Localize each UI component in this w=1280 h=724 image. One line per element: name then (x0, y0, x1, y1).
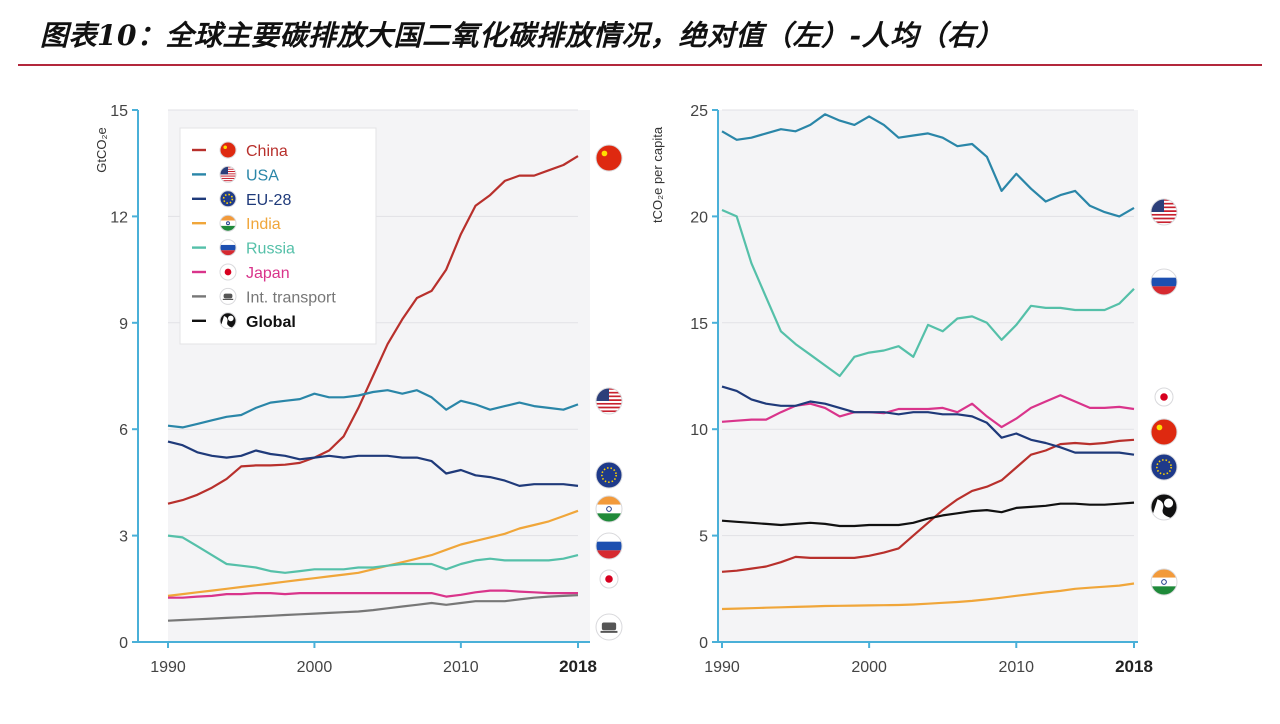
header: 图表10：全球主要碳排放大国二氧化碳排放情况，绝对值（左）-人均（右） (0, 0, 1280, 68)
y-tick-label: 10 (690, 422, 708, 439)
legend-label: USA (246, 167, 279, 184)
flag-china-icon (219, 141, 237, 159)
legend-label: Japan (246, 265, 290, 282)
flag-japan-icon (1154, 387, 1174, 407)
y-tick-label: 0 (119, 635, 128, 652)
legend-label: China (246, 143, 288, 160)
legend-item-eu-28: EU-28 (192, 190, 291, 209)
y-tick-label: 20 (690, 209, 708, 226)
y-tick-label: 15 (110, 103, 128, 120)
flag-india-icon (1150, 568, 1178, 596)
legend-label: Global (246, 314, 296, 331)
right-y-axis-label: tCO₂e per capita (650, 126, 665, 223)
y-tick-label: 15 (690, 316, 708, 333)
x-tick-label: 2010 (443, 659, 479, 676)
legend-item-global: Global (192, 312, 296, 331)
left-y-tick-labels: 0 3 6 9 12 15 (110, 103, 138, 652)
series-line-india (167, 509, 579, 597)
series-line-russia (721, 208, 1135, 378)
y-tick-label: 12 (110, 209, 128, 226)
flag-japan-icon (599, 569, 619, 589)
series-line-japan (721, 394, 1135, 429)
legend-box (179, 127, 377, 345)
left-x-tick-labels: 1990 2000 2010 2018 (150, 642, 597, 676)
left-series-lines (167, 155, 579, 622)
left-y-axis-label: GtCO₂e (94, 127, 109, 173)
y-tick-label: 3 (119, 529, 128, 546)
flag-eu-28-icon (219, 190, 237, 208)
x-tick-label: 2000 (297, 659, 333, 676)
series-line-china (721, 438, 1135, 573)
series-line-eu-28 (167, 440, 579, 487)
series-line-usa (721, 113, 1135, 218)
series-line-global (721, 501, 1135, 528)
flag-usa-icon (1150, 198, 1178, 226)
y-tick-label: 9 (119, 316, 128, 333)
series-line-int-transport (167, 594, 579, 622)
y-tick-label: 25 (690, 103, 708, 120)
x-tick-label: 1990 (150, 659, 186, 676)
x-tick-label: 2018 (1115, 657, 1153, 676)
flag-china-icon (1150, 418, 1178, 446)
series-line-eu-28 (721, 385, 1135, 456)
x-tick-label: 1990 (704, 659, 740, 676)
series-line-china (167, 155, 579, 505)
legend-label: India (246, 216, 281, 233)
header-divider (18, 64, 1262, 66)
flag-usa-icon (595, 387, 623, 415)
flag-eu-28-icon (1150, 453, 1178, 481)
flag-india-icon (595, 495, 623, 523)
y-tick-label: 0 (699, 635, 708, 652)
right-x-tick-labels: 1990 2000 2010 2018 (704, 642, 1153, 676)
flag-int-transport-icon (219, 287, 237, 305)
legend-label: Russia (246, 241, 295, 258)
flag-eu-28-icon (595, 461, 623, 489)
legend-item-int-transport: Int. transport (192, 287, 336, 306)
flag-int-transport-icon (595, 613, 623, 641)
flag-china-icon (595, 144, 623, 172)
flag-russia-icon (595, 532, 623, 560)
series-line-japan (168, 589, 578, 599)
legend-item-russia: Russia (192, 239, 295, 258)
left-chart: 0 3 6 9 12 15 1990 2000 2010 2018 GtCO₂e China US… (94, 103, 623, 676)
flag-russia-icon (1150, 268, 1178, 296)
right-gridlines (722, 109, 1134, 537)
flag-global-icon (1150, 493, 1178, 521)
flag-india-icon (219, 214, 237, 232)
x-tick-label: 2018 (559, 657, 597, 676)
flag-global-icon (219, 312, 237, 330)
right-plot-area (718, 110, 1138, 642)
y-tick-label: 6 (119, 422, 128, 439)
page-title: 图表10：全球主要碳排放大国二氧化碳排放情况，绝对值（左）-人均（右） (40, 19, 1005, 52)
right-y-tick-labels: 0 5 10 15 20 25 (690, 103, 718, 652)
series-line-russia (167, 534, 579, 574)
flag-russia-icon (219, 239, 237, 257)
y-tick-label: 5 (699, 529, 708, 546)
legend-label: EU-28 (246, 192, 291, 209)
series-line-india (721, 582, 1135, 611)
x-tick-label: 2000 (851, 659, 887, 676)
series-line-usa (167, 389, 579, 429)
legend-item-india: India (192, 214, 281, 233)
left-legend: China USA EU-28 India Russia Japan Int. transp… (179, 127, 377, 345)
flag-japan-icon (219, 263, 237, 281)
left-end-flags (595, 144, 623, 641)
flag-usa-icon (219, 165, 237, 183)
right-series-lines (721, 113, 1135, 611)
x-tick-label: 2010 (998, 659, 1034, 676)
right-chart: 0 5 10 15 20 25 1990 2000 2010 2018 tCO₂e per ca… (650, 103, 1178, 676)
legend-item-japan: Japan (192, 263, 290, 282)
legend-label: Int. transport (246, 289, 336, 306)
legend-item-china: China (192, 141, 288, 160)
legend-item-usa: USA (192, 165, 279, 184)
right-end-flags (1150, 198, 1178, 596)
